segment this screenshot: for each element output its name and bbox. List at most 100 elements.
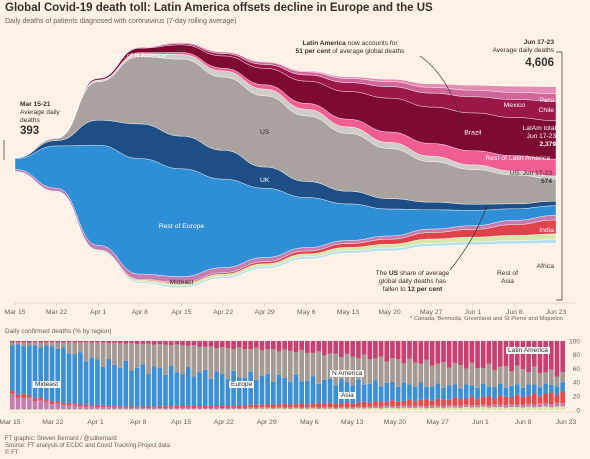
- share-bar-africa: [531, 407, 537, 410]
- share-bar-mideast: [435, 405, 441, 408]
- share-bar-n-america: [424, 359, 429, 387]
- share-bar-latin-america: [367, 341, 373, 360]
- share-bar-mideast: [475, 405, 480, 408]
- share-bar-latin-america: [106, 341, 112, 343]
- share-bar-mideast: [446, 405, 452, 408]
- share-bar-latin-america: [27, 341, 32, 343]
- share-bar-asia: [429, 400, 435, 406]
- share-bar-latin-america: [480, 341, 486, 368]
- share-bar-latin-america: [401, 341, 407, 364]
- share-bar-latin-america: [288, 341, 293, 351]
- bottom-x-tick-8: May 13: [341, 419, 364, 426]
- share-bar-europe: [276, 374, 282, 405]
- share-bar-n-america: [509, 371, 514, 386]
- share-bar-europe: [537, 387, 543, 397]
- bottom-x-tick-13: Jun 23: [556, 419, 577, 426]
- share-bar-n-america: [89, 342, 95, 358]
- share-bar-latin-america: [344, 341, 350, 354]
- share-bar-n-america: [72, 342, 78, 355]
- share-bar-n-america: [322, 355, 327, 380]
- share-bar-europe: [424, 386, 429, 400]
- share-bar-europe: [163, 374, 168, 407]
- share-bar-latin-america: [435, 341, 441, 364]
- share-bar-mideast: [333, 407, 339, 409]
- share-bar-mideast: [253, 407, 259, 409]
- share-bar-mideast: [95, 407, 100, 410]
- share-bar-mideast: [259, 407, 265, 409]
- share-bar-europe: [185, 367, 191, 406]
- share-bar-europe: [560, 382, 565, 392]
- share-bar-n-america: [554, 376, 560, 387]
- share-bar-asia: [316, 403, 322, 408]
- share-bar-africa: [83, 409, 89, 410]
- share-bar-latin-america: [140, 341, 146, 344]
- share-bar-europe: [117, 367, 123, 407]
- share-bar-mideast: [424, 406, 429, 409]
- share-bar-n-america: [282, 349, 287, 378]
- share-bar-africa: [310, 408, 316, 410]
- share-bar-europe: [27, 345, 32, 396]
- share-bar-mideast: [390, 406, 395, 408]
- share-bar-mideast: [197, 407, 202, 410]
- stream-label-rest-of-europe: Rest of Europe: [159, 223, 205, 230]
- share-bar-latin-america: [310, 341, 316, 353]
- share-bar-europe: [202, 369, 208, 406]
- share-bar-mideast: [168, 407, 174, 410]
- stream-label-india: India: [539, 227, 554, 234]
- share-bar-mideast: [276, 406, 282, 409]
- bottom-x-tick-9: May 20: [384, 419, 407, 426]
- share-bar-n-america: [214, 348, 219, 372]
- top-x-tick-9: May 20: [378, 309, 401, 316]
- share-bar-africa: [174, 409, 180, 410]
- share-bar-mideast: [310, 407, 316, 409]
- share-bar-n-america: [305, 352, 310, 381]
- share-bar-latin-america: [356, 341, 361, 359]
- top-x-tick-13: Jun 23: [546, 309, 567, 316]
- share-bar-europe: [208, 378, 214, 406]
- share-bar-n-america: [452, 362, 458, 385]
- share-bar-africa: [458, 407, 463, 410]
- share-bar-asia: [526, 395, 531, 404]
- bottom-x-tick-3: Apr 8: [130, 419, 146, 426]
- share-bar-asia: [129, 406, 134, 409]
- us-share-annotation: The US share of average global daily dea…: [360, 270, 465, 294]
- share-bar-n-america: [497, 366, 503, 384]
- latam-share-annotation: Latin America now accounts for 51 per ce…: [275, 40, 425, 56]
- share-bar-mideast: [163, 407, 168, 410]
- share-bar-latin-america: [446, 341, 452, 368]
- share-bar-africa: [72, 409, 78, 410]
- share-bar-europe: [44, 345, 49, 401]
- share-bar-europe: [322, 379, 327, 404]
- share-bar-mideast: [344, 407, 350, 409]
- share-bar-n-america: [202, 346, 208, 370]
- share-bar-asia: [520, 396, 526, 405]
- share-bar-africa: [276, 408, 282, 410]
- share-bar-africa: [486, 407, 492, 410]
- share-bar-n-america: [106, 342, 112, 360]
- share-bar-latin-america: [163, 341, 168, 345]
- share-bar-mideast: [180, 407, 185, 410]
- share-bar-n-america: [492, 370, 497, 387]
- share-bar-europe: [140, 364, 146, 407]
- share-bar-mideast: [140, 407, 146, 410]
- share-bar-mideast: [123, 407, 129, 410]
- share-bar-n-america: [174, 344, 180, 373]
- us-share-text-2: share of average: [398, 270, 450, 277]
- share-bar-asia: [486, 396, 492, 406]
- share-bar-europe: [310, 376, 316, 404]
- share-bar-mideast: [49, 404, 55, 410]
- bottom-y-tick-100: 100: [569, 338, 580, 345]
- share-bar-n-america: [163, 344, 168, 375]
- share-bar-africa: [106, 409, 112, 410]
- share-bar-mideast: [208, 408, 214, 410]
- bottom-x-tick-12: Jun 8: [515, 419, 532, 426]
- share-bar-africa: [253, 408, 259, 410]
- share-bar-mideast: [265, 407, 270, 409]
- share-bar-latin-america: [299, 341, 304, 350]
- share-bar-n-america: [441, 362, 446, 389]
- share-bar-asia: [322, 404, 327, 407]
- bottom-x-tick-11: Jun 1: [472, 419, 489, 426]
- share-bar-asia: [10, 390, 15, 394]
- share-bar-europe: [95, 359, 100, 406]
- share-bar-mideast: [560, 403, 565, 407]
